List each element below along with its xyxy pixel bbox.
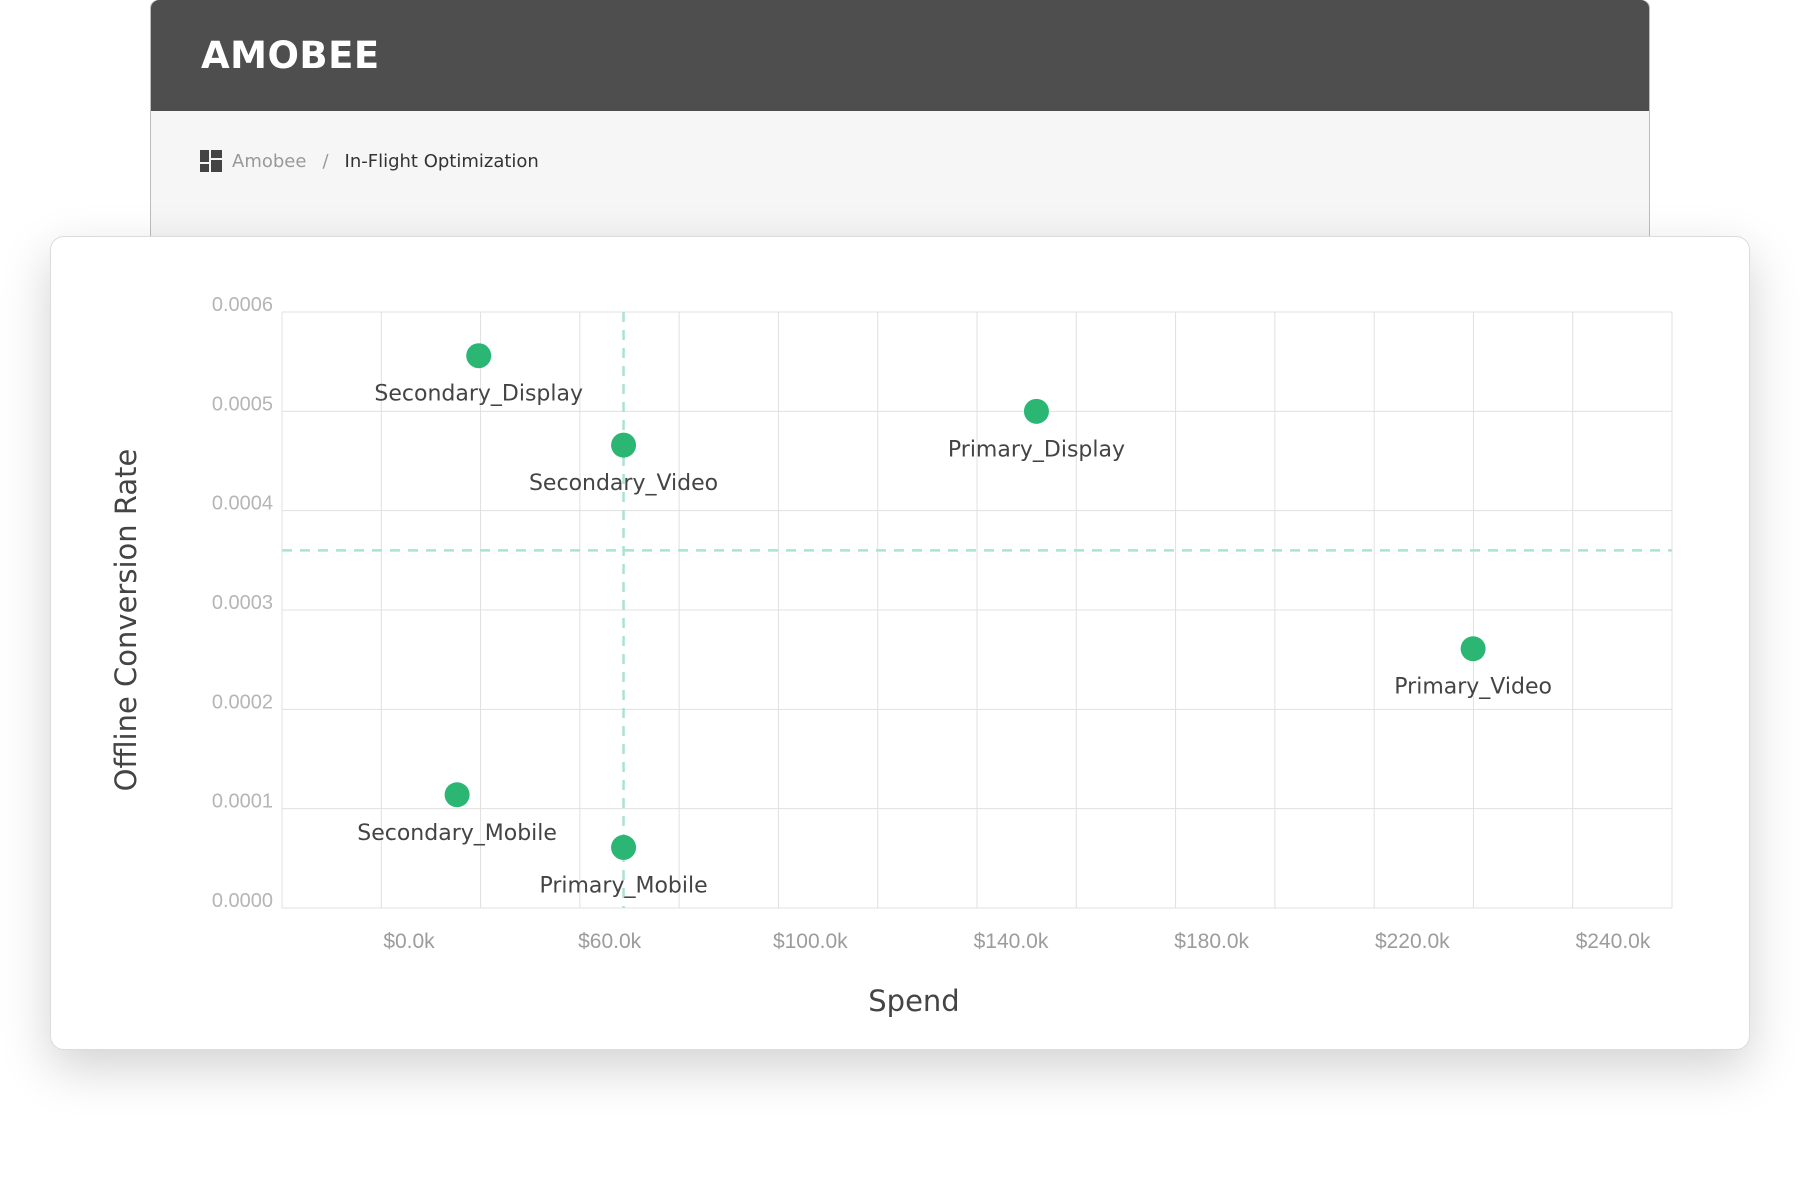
data-point bbox=[1023, 398, 1049, 424]
scatter-chart: 0.0000 0.0001 0.0002 0.0003 0.0004 0.0005 0.00… bbox=[109, 294, 1673, 1018]
x-tick-label: $220.0k bbox=[1375, 930, 1450, 953]
y-axis-ticks: 0.0000 0.0001 0.0002 0.0003 0.0004 0.0005 0.00… bbox=[212, 294, 273, 912]
breadcrumb-root-link[interactable]: Amobee bbox=[232, 150, 307, 172]
y-tick-label: 0.0002 bbox=[212, 691, 273, 713]
x-tick-label: $100.0k bbox=[773, 930, 848, 953]
data-point-label: Primary_Video bbox=[1394, 675, 1552, 700]
breadcrumb-current: In-Flight Optimization bbox=[344, 150, 539, 172]
breadcrumb-separator: / bbox=[322, 150, 329, 172]
y-axis-title: Offline Conversion Rate bbox=[109, 449, 143, 792]
x-tick-label: $180.0k bbox=[1174, 930, 1249, 953]
y-tick-label: 0.0000 bbox=[212, 890, 273, 912]
x-tick-label: $140.0k bbox=[974, 930, 1049, 953]
data-point bbox=[444, 782, 470, 808]
top-bar: AMOBEE bbox=[151, 0, 1649, 111]
amobee-logo[interactable]: AMOBEE bbox=[201, 34, 380, 77]
data-point bbox=[466, 343, 492, 369]
x-tick-label: $0.0k bbox=[383, 930, 435, 953]
data-point-label: Secondary_Display bbox=[374, 382, 583, 407]
y-tick-label: 0.0004 bbox=[212, 493, 273, 515]
x-tick-label: $60.0k bbox=[578, 930, 642, 953]
y-tick-label: 0.0005 bbox=[212, 393, 273, 415]
x-tick-label: $240.0k bbox=[1576, 930, 1651, 953]
breadcrumb: Amobee / In-Flight Optimization bbox=[200, 150, 539, 172]
data-point-label: Secondary_Mobile bbox=[357, 821, 557, 846]
reference-lines bbox=[282, 312, 1672, 908]
y-tick-label: 0.0006 bbox=[212, 294, 273, 316]
y-tick-label: 0.0001 bbox=[212, 791, 273, 813]
data-point-label: Secondary_Video bbox=[529, 471, 718, 496]
data-point-label: Primary_Display bbox=[948, 437, 1125, 462]
data-point bbox=[611, 432, 637, 458]
x-axis-ticks: $0.0k $60.0k $100.0k $140.0k $180.0k $220.0k $… bbox=[383, 930, 1651, 953]
y-tick-label: 0.0003 bbox=[212, 592, 273, 614]
x-axis-title: Spend bbox=[868, 984, 959, 1018]
app-window: AMOBEE Amobee / In-Flight Optimization bbox=[150, 0, 1650, 262]
chart-card: 0.0000 0.0001 0.0002 0.0003 0.0004 0.0005 0.00… bbox=[50, 236, 1750, 1050]
data-point bbox=[1460, 636, 1486, 662]
chart-grid bbox=[281, 311, 1673, 909]
dashboard-grid-icon bbox=[200, 150, 222, 172]
data-point bbox=[611, 834, 637, 860]
data-points: Secondary_Display Secondary_Video Primary_… bbox=[357, 343, 1552, 898]
data-point-label: Primary_Mobile bbox=[539, 873, 707, 898]
